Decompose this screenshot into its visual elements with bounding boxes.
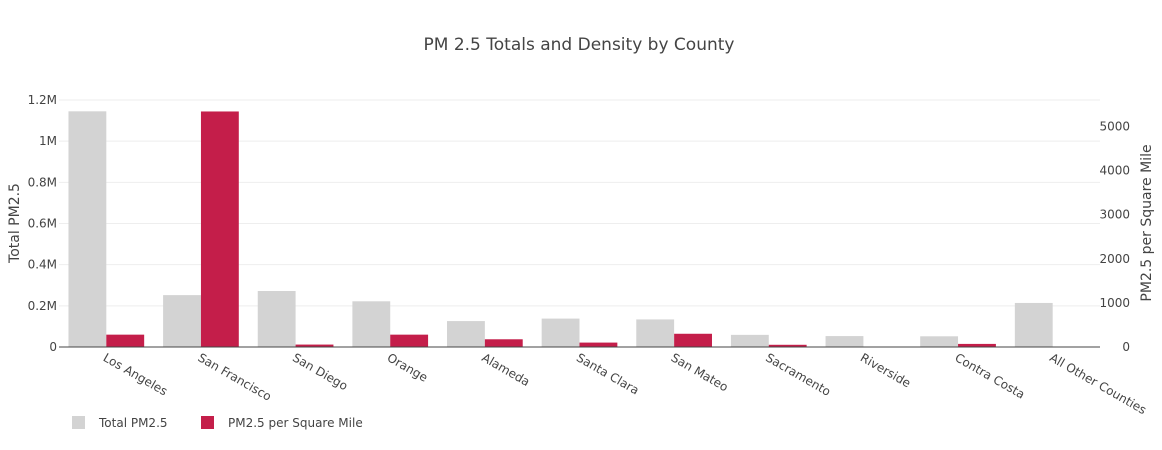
x-tick-label: All Other Counties (1047, 350, 1149, 417)
legend-swatch[interactable] (72, 416, 85, 429)
bar[interactable] (636, 319, 675, 347)
legend-label[interactable]: PM2.5 per Square Mile (228, 416, 363, 430)
y2-axis-ticks: 0 1000 2000 3000 4000 5000 (1099, 119, 1130, 354)
x-tick-label: San Mateo (669, 350, 731, 394)
chart-title: PM 2.5 Totals and Density by County (424, 35, 735, 55)
bar[interactable] (825, 336, 864, 347)
x-tick-label: Orange (385, 350, 430, 384)
bar[interactable] (390, 334, 429, 347)
x-tick-label: San Francisco (196, 350, 274, 403)
bar[interactable] (730, 334, 769, 347)
bar[interactable] (768, 344, 807, 347)
y-tick-label: 0.8M (28, 175, 57, 189)
x-tick-label: San Diego (290, 350, 350, 393)
y2-tick-label: 3000 (1099, 208, 1130, 222)
bar[interactable] (1014, 302, 1053, 347)
y-tick-label: 0.4M (28, 258, 57, 272)
bar[interactable] (920, 336, 959, 347)
legend-swatch[interactable] (201, 416, 214, 429)
bar[interactable] (295, 344, 334, 347)
bar[interactable] (674, 333, 712, 347)
x-tick-label: Riverside (858, 350, 913, 390)
legend-label[interactable]: Total PM2.5 (98, 416, 168, 430)
bar[interactable] (257, 291, 296, 347)
y-axis-title: Total PM2.5 (7, 183, 23, 264)
y-tick-label: 1.2M (28, 93, 57, 107)
bar[interactable] (958, 343, 996, 347)
bars (68, 111, 1091, 347)
x-axis-ticks: Los Angeles San Francisco San Diego Orange A… (101, 350, 1149, 417)
y2-tick-label: 0 (1122, 340, 1130, 354)
y2-tick-label: 2000 (1099, 252, 1130, 266)
x-tick-label: Contra Costa (953, 350, 1028, 401)
y2-axis-title: PM2.5 per Square Mile (1139, 144, 1155, 301)
x-tick-label: Los Angeles (101, 350, 170, 398)
x-tick-label: Santa Clara (574, 350, 641, 397)
bar[interactable] (447, 321, 485, 347)
y-tick-label: 0 (49, 340, 57, 354)
bar[interactable] (68, 111, 107, 347)
legend[interactable]: Total PM2.5 PM2.5 per Square Mile (72, 416, 363, 430)
bar[interactable] (541, 318, 580, 347)
x-tick-label: Sacramento (763, 350, 833, 398)
y2-tick-label: 1000 (1099, 296, 1130, 310)
y-tick-label: 0.2M (28, 299, 57, 313)
bar[interactable] (163, 295, 201, 347)
y2-tick-label: 5000 (1099, 119, 1130, 133)
bar[interactable] (200, 111, 239, 347)
y-axis-ticks: 0 0.2M 0.4M 0.6M 0.8M 1M 1.2M (28, 93, 57, 354)
bar[interactable] (352, 301, 391, 347)
y-tick-label: 0.6M (28, 217, 57, 231)
x-tick-label: Alameda (479, 350, 532, 389)
bar[interactable] (579, 342, 618, 347)
y2-tick-label: 4000 (1099, 164, 1130, 178)
bar[interactable] (484, 339, 523, 347)
bar[interactable] (106, 334, 145, 347)
y-tick-label: 1M (39, 134, 57, 148)
